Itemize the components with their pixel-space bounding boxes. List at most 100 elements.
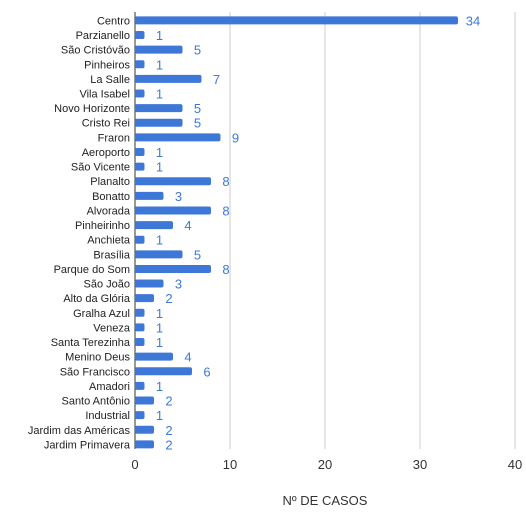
- value-label: 7: [213, 72, 220, 87]
- value-label: 1: [156, 145, 163, 160]
- value-label: 1: [156, 160, 163, 175]
- bar: [135, 31, 145, 40]
- category-label: Novo Horizonte: [54, 103, 130, 115]
- bar: [135, 235, 145, 244]
- value-label: 5: [194, 43, 201, 58]
- bar: [135, 191, 164, 200]
- x-tick-labels: 0 10 20 30 40: [131, 457, 522, 472]
- category-label: Jardim das Américas: [28, 425, 131, 437]
- bar: [135, 118, 183, 127]
- bar: [135, 133, 221, 142]
- bar: [135, 147, 145, 156]
- category-label: São Cristóvão: [61, 45, 130, 57]
- x-tick-label: 0: [131, 457, 138, 472]
- bar: [135, 381, 145, 390]
- bar: [135, 323, 145, 332]
- value-label: 2: [165, 291, 172, 306]
- x-tick-label: 30: [413, 457, 427, 472]
- bar: [135, 16, 458, 25]
- category-label: Santa Terezinha: [51, 337, 131, 349]
- value-label: 1: [156, 57, 163, 72]
- category-label: São Vicente: [71, 162, 130, 174]
- category-label: Bonatto: [92, 191, 130, 203]
- category-label: Pinheiros: [84, 59, 130, 71]
- category-label: La Salle: [90, 74, 130, 86]
- x-tick-label: 40: [508, 457, 522, 472]
- bar: [135, 74, 202, 83]
- category-label: Veneza: [93, 322, 131, 334]
- x-tick-label: 20: [318, 457, 332, 472]
- bar: [135, 367, 192, 376]
- category-label: Amadori: [89, 381, 130, 393]
- value-label: 1: [156, 233, 163, 248]
- value-label: 5: [194, 101, 201, 116]
- bar: [135, 177, 211, 186]
- value-label: 1: [156, 335, 163, 350]
- value-label: 34: [466, 13, 480, 28]
- category-label: Alto da Glória: [63, 293, 131, 305]
- category-label: São João: [84, 279, 130, 291]
- value-label: 4: [184, 218, 191, 233]
- value-label: 1: [156, 320, 163, 335]
- value-label: 3: [175, 189, 182, 204]
- value-label: 9: [232, 130, 239, 145]
- value-label: 1: [156, 408, 163, 423]
- category-label: Parzianello: [76, 30, 130, 42]
- value-label: 1: [156, 306, 163, 321]
- bar: [135, 250, 183, 259]
- category-label: Menino Deus: [65, 352, 130, 364]
- bar: [135, 308, 145, 317]
- bar: [135, 411, 145, 420]
- bar: [135, 104, 183, 113]
- grid-lines: [134, 12, 516, 449]
- value-label: 1: [156, 87, 163, 102]
- category-label: Santo Antônio: [61, 396, 130, 408]
- x-tick-label: 10: [223, 457, 237, 472]
- bar: [135, 352, 173, 361]
- bar: [135, 440, 154, 449]
- category-label: São Francisco: [60, 366, 130, 378]
- bar: [135, 396, 154, 405]
- bar: [135, 89, 145, 98]
- value-label: 8: [222, 174, 229, 189]
- category-label: Cristo Rei: [82, 118, 130, 130]
- x-axis-title: Nº DE CASOS: [283, 493, 368, 508]
- category-label: Parque do Som: [54, 264, 130, 276]
- category-label: Fraron: [98, 132, 130, 144]
- value-label: 2: [165, 437, 172, 452]
- value-label: 6: [203, 364, 210, 379]
- value-label: 1: [156, 379, 163, 394]
- bar: [135, 425, 154, 434]
- value-label: 3: [175, 277, 182, 292]
- category-label: Brasília: [93, 249, 131, 261]
- bar: [135, 338, 145, 347]
- value-label: 2: [165, 423, 172, 438]
- bar: [135, 221, 173, 230]
- category-labels: Centro Parzianello São Cristóvão Pinheiros L…: [28, 15, 131, 451]
- value-label: 8: [222, 262, 229, 277]
- value-label: 2: [165, 394, 172, 409]
- value-label: 1: [156, 28, 163, 43]
- value-label: 5: [194, 116, 201, 131]
- bar: [135, 264, 211, 273]
- category-label: Pinheirinho: [75, 220, 130, 232]
- category-label: Industrial: [85, 410, 130, 422]
- category-label: Jardim Primavera: [44, 439, 131, 451]
- bar: [135, 294, 154, 303]
- value-label: 4: [184, 350, 191, 365]
- category-label: Anchieta: [87, 235, 131, 247]
- bar: [135, 279, 164, 288]
- category-label: Alvorada: [87, 205, 131, 217]
- bar: [135, 162, 145, 171]
- category-label: Planalto: [90, 176, 130, 188]
- category-label: Vila Isabel: [79, 89, 130, 101]
- category-label: Aeroporto: [82, 147, 130, 159]
- bar: [135, 45, 183, 54]
- value-label: 5: [194, 247, 201, 262]
- category-label: Centro: [97, 15, 130, 27]
- bar: [135, 60, 145, 69]
- bars: [135, 16, 458, 449]
